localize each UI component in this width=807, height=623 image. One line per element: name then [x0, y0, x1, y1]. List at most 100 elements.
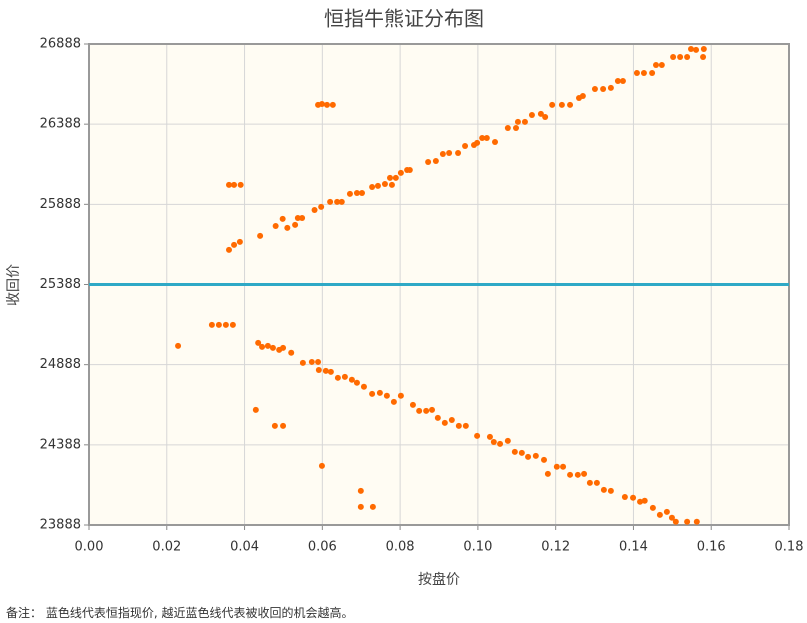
- point: [229, 321, 236, 328]
- point: [280, 422, 287, 429]
- point: [388, 181, 395, 188]
- point: [429, 406, 435, 413]
- point: [560, 463, 567, 470]
- point: [226, 246, 232, 253]
- point: [532, 452, 539, 459]
- y-tick-label: 24888: [40, 357, 81, 372]
- point: [446, 150, 453, 157]
- point: [462, 422, 469, 429]
- point: [670, 53, 677, 60]
- point: [271, 422, 278, 429]
- point: [315, 366, 322, 373]
- point: [327, 198, 334, 205]
- point: [288, 349, 295, 356]
- point: [497, 440, 504, 447]
- point: [434, 414, 441, 421]
- point: [653, 62, 659, 69]
- point: [672, 518, 679, 525]
- chart: 恒指牛熊证分布图 按盘价 收回价 23888 24388 24888 25388 258…: [6, 7, 803, 589]
- point: [299, 214, 306, 221]
- point: [633, 70, 640, 77]
- point: [455, 422, 462, 429]
- point: [329, 101, 336, 108]
- point: [513, 125, 519, 132]
- point: [656, 511, 663, 518]
- point: [397, 392, 404, 399]
- y-tick-label: 26888: [40, 37, 81, 52]
- point: [381, 180, 388, 187]
- point: [637, 498, 644, 505]
- point: [521, 118, 528, 125]
- point: [455, 150, 462, 157]
- point: [693, 518, 700, 525]
- point: [269, 344, 276, 351]
- point: [369, 390, 376, 397]
- point: [693, 46, 700, 53]
- point: [658, 62, 665, 69]
- point: [619, 78, 626, 85]
- point: [700, 45, 707, 52]
- point: [334, 198, 341, 205]
- point: [348, 376, 355, 383]
- point: [586, 479, 593, 486]
- point: [390, 398, 397, 405]
- chart-title: 恒指牛熊证分布图: [324, 7, 484, 31]
- point: [462, 142, 469, 149]
- point: [479, 134, 486, 141]
- x-tick-label: 0.06: [308, 540, 337, 555]
- point: [324, 101, 330, 108]
- point: [257, 232, 264, 239]
- point: [397, 169, 404, 176]
- point: [353, 189, 360, 196]
- point: [346, 190, 353, 197]
- point: [649, 504, 656, 511]
- point: [322, 367, 329, 374]
- point: [553, 463, 560, 470]
- x-tick-label: 0.02: [152, 540, 181, 555]
- point: [357, 503, 364, 510]
- point: [264, 342, 271, 349]
- y-tick-label: 24388: [40, 437, 81, 452]
- x-tick-label: 0.08: [386, 540, 415, 555]
- point: [226, 181, 232, 188]
- point: [567, 101, 574, 108]
- x-tick-label: 0.14: [619, 540, 648, 555]
- point: [600, 86, 607, 93]
- point: [406, 167, 413, 174]
- point: [284, 224, 291, 231]
- point: [432, 158, 439, 165]
- point: [259, 343, 266, 350]
- point: [649, 70, 656, 77]
- y-axis-label: 收回价: [6, 264, 22, 306]
- point: [483, 134, 490, 141]
- point: [318, 100, 325, 107]
- point: [542, 113, 549, 120]
- point: [514, 118, 521, 125]
- point: [318, 203, 325, 210]
- point: [591, 86, 598, 93]
- point: [607, 487, 614, 494]
- point: [237, 181, 244, 188]
- point: [448, 416, 455, 423]
- point: [630, 494, 637, 501]
- point: [490, 438, 497, 445]
- point: [374, 182, 381, 189]
- point: [579, 92, 586, 99]
- point: [338, 198, 345, 205]
- point: [252, 406, 259, 413]
- point: [255, 339, 262, 346]
- point: [376, 389, 383, 396]
- point: [387, 174, 393, 181]
- point: [369, 503, 376, 510]
- x-axis-label: 按盘价: [418, 571, 460, 588]
- point: [700, 53, 707, 60]
- x-tick-label: 0.00: [75, 540, 104, 555]
- point: [425, 159, 432, 166]
- point: [175, 342, 182, 349]
- point: [558, 101, 565, 108]
- point: [486, 433, 493, 440]
- point: [341, 373, 348, 380]
- point: [607, 84, 614, 91]
- point: [208, 321, 215, 328]
- point: [640, 70, 647, 77]
